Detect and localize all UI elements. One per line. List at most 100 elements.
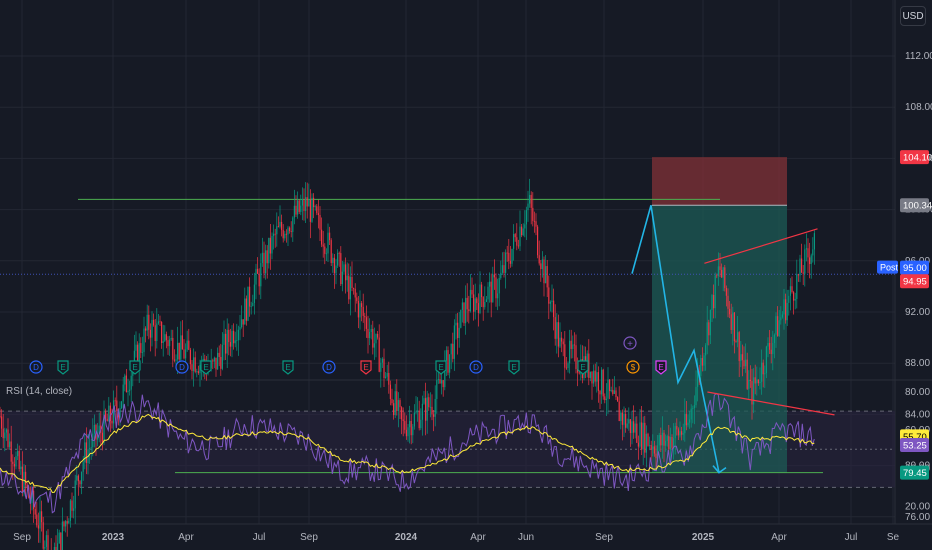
candle-body — [133, 350, 135, 368]
candle-body — [522, 228, 524, 236]
candle-body — [361, 303, 363, 307]
candle-body — [621, 412, 623, 425]
candle-body — [669, 436, 671, 450]
candle-body — [693, 405, 695, 409]
candle-body — [266, 250, 268, 264]
candle-body — [564, 344, 566, 368]
candle-body — [165, 334, 167, 341]
candle-body — [138, 343, 140, 367]
candle-body — [730, 314, 732, 330]
candle-body — [180, 335, 182, 360]
candle-body — [181, 335, 183, 350]
candle-body — [10, 441, 12, 462]
event-marker-label: D — [473, 363, 479, 372]
candle-body — [61, 521, 63, 550]
candle-body — [249, 286, 251, 307]
candle-body — [41, 511, 43, 523]
candle-body — [810, 255, 812, 265]
candle-body — [668, 436, 670, 450]
candle-body — [519, 226, 521, 247]
candle-body — [290, 230, 292, 232]
candle-body — [97, 433, 99, 440]
candle-body — [98, 425, 100, 434]
candle-body — [791, 286, 793, 293]
candle-body — [135, 344, 137, 351]
candle-body — [759, 381, 761, 384]
candle-body — [732, 312, 734, 330]
candle-body — [130, 375, 132, 390]
time-axis-label: Jul — [845, 532, 858, 543]
candle-body — [549, 302, 551, 304]
candle-body — [81, 471, 83, 485]
candle-body — [244, 298, 246, 325]
candle-body — [599, 390, 601, 395]
candle-body — [37, 525, 39, 529]
event-marker-label: E — [438, 363, 443, 372]
candle-body — [591, 371, 593, 384]
candle-body — [749, 379, 751, 382]
candle-body — [457, 322, 459, 339]
candle-body — [223, 333, 225, 345]
candle-body — [317, 213, 319, 216]
candle-body — [60, 532, 62, 550]
event-marker-icon — [175, 360, 189, 374]
time-axis-label: Apr — [771, 532, 787, 543]
candle-body — [362, 306, 364, 316]
candle-body — [370, 328, 372, 332]
candle-body — [773, 334, 775, 344]
candle-body — [229, 342, 231, 347]
candle-body — [114, 400, 116, 402]
candle-body — [609, 379, 611, 392]
rsi-tick-label: 80.00 — [905, 387, 930, 398]
rsi-legend-label[interactable]: RSI (14, close) — [6, 386, 73, 397]
rsi-tag-bg — [900, 438, 929, 453]
candle-body — [679, 431, 681, 436]
candle-body — [279, 221, 281, 227]
candle-body — [359, 303, 361, 318]
candle-body — [404, 421, 406, 430]
candle-body — [45, 535, 47, 547]
candle-body — [719, 266, 721, 270]
candle-body — [20, 466, 22, 470]
candle-body — [485, 299, 487, 302]
candle-body — [231, 330, 233, 347]
candle-body — [125, 375, 127, 393]
candle-body — [348, 275, 350, 300]
price-tag-bg — [900, 198, 929, 213]
candle-body — [572, 344, 574, 350]
candle-body — [554, 317, 556, 339]
candle-body — [177, 342, 179, 360]
candle-body — [745, 359, 747, 367]
candle-body — [578, 372, 580, 374]
candle-body — [677, 429, 679, 436]
candle-body — [84, 442, 86, 463]
candle-body — [506, 252, 508, 254]
candle-body — [85, 442, 87, 464]
candle-body — [245, 298, 247, 321]
candle-body — [103, 411, 105, 443]
candle-body — [343, 264, 345, 272]
candle-body — [500, 272, 502, 278]
candle-body — [535, 221, 537, 227]
post-label: Post — [880, 263, 899, 273]
candle-body — [273, 233, 275, 236]
candle-body — [241, 319, 243, 328]
candle-body — [25, 471, 27, 485]
candle-body — [236, 340, 238, 341]
candle-body — [626, 423, 628, 428]
candle-body — [418, 410, 420, 429]
candle-body — [193, 357, 195, 371]
time-axis-label: Se — [887, 532, 900, 543]
candle-body — [588, 353, 590, 378]
candle-body — [188, 340, 190, 350]
candle-body — [717, 266, 719, 276]
candle-body — [321, 229, 323, 245]
candle-body — [543, 259, 545, 284]
candle-body — [213, 357, 215, 362]
price-tag-bg — [900, 260, 929, 275]
candle-body — [511, 248, 513, 264]
candle-body — [63, 521, 65, 527]
currency-button[interactable]: USD — [900, 6, 926, 26]
candle-body — [634, 423, 636, 433]
